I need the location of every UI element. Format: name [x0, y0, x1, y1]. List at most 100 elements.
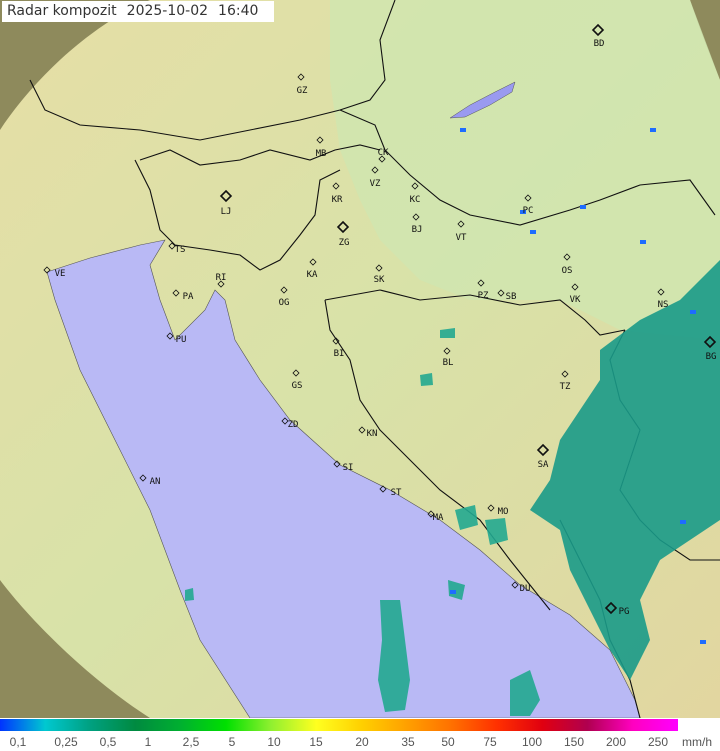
adriatic-sea — [46, 239, 641, 718]
city-bi[interactable]: BI — [332, 337, 344, 359]
city-label: SB — [506, 292, 517, 302]
city-label: VK — [570, 295, 581, 305]
scale-label: 250 — [647, 735, 669, 749]
precipitation-echo — [690, 310, 696, 314]
city-label: KR — [332, 195, 343, 205]
capital-marker-icon — [336, 220, 350, 234]
city-label: MA — [433, 513, 444, 523]
city-label: KN — [367, 429, 378, 439]
city-og[interactable]: OG — [279, 286, 290, 308]
city-ve[interactable]: VE — [43, 266, 65, 279]
city-label: KA — [307, 270, 318, 280]
city-ma[interactable]: MA — [427, 510, 444, 523]
city-marker-icon — [412, 213, 420, 221]
precipitation-echo — [448, 580, 465, 600]
city-marker-icon — [166, 332, 174, 340]
city-vk[interactable]: VK — [570, 283, 581, 305]
city-bg[interactable]: BG — [703, 335, 716, 362]
city-si[interactable]: SI — [333, 460, 354, 473]
city-label: AN — [150, 477, 161, 487]
city-mb[interactable]: MB — [316, 136, 327, 159]
city-marker-icon — [333, 460, 341, 468]
city-ka[interactable]: KA — [307, 258, 318, 280]
city-pc[interactable]: PC — [523, 194, 534, 216]
city-zd[interactable]: ZD — [281, 417, 299, 430]
city-marker-icon — [316, 136, 324, 144]
city-vz[interactable]: VZ — [370, 166, 381, 189]
city-sa[interactable]: SA — [536, 443, 550, 470]
city-marker-icon — [487, 504, 495, 512]
city-lj[interactable]: LJ — [219, 189, 233, 217]
capital-marker-icon — [591, 23, 605, 37]
city-label: SA — [538, 460, 549, 470]
city-pa[interactable]: PA — [172, 289, 194, 302]
city-mo[interactable]: MO — [487, 504, 509, 517]
city-sb[interactable]: SB — [497, 289, 517, 302]
precipitation-echo — [650, 128, 656, 132]
city-marker-icon — [443, 347, 451, 355]
city-bl[interactable]: BL — [443, 347, 454, 368]
city-bj[interactable]: BJ — [412, 213, 423, 235]
precipitation-echo — [455, 505, 478, 530]
city-marker-icon — [411, 182, 419, 190]
scale-label: 150 — [563, 735, 585, 749]
city-gs[interactable]: GS — [292, 369, 303, 391]
city-marker-icon — [297, 73, 305, 81]
capital-marker-icon — [219, 189, 233, 203]
city-label: ZD — [288, 420, 299, 430]
city-marker-icon — [168, 242, 176, 250]
city-label: SI — [343, 463, 354, 473]
scale-label: 200 — [605, 735, 627, 749]
city-marker-icon — [497, 289, 505, 297]
precipitation-echo — [420, 373, 433, 386]
city-os[interactable]: OS — [562, 253, 573, 276]
city-marker-icon — [371, 166, 379, 174]
city-pu[interactable]: PU — [166, 332, 186, 345]
city-zg[interactable]: ZG — [336, 220, 350, 248]
precipitation-echo — [450, 590, 456, 594]
city-pg[interactable]: PG — [604, 601, 629, 617]
city-ns[interactable]: NS — [657, 288, 669, 310]
precipitation-echo — [520, 210, 526, 214]
precipitation-echo — [485, 518, 508, 545]
city-vt[interactable]: VT — [456, 220, 467, 243]
city-marker-icon — [524, 194, 532, 202]
radar-map[interactable]: GZ BD MB CK VZ KR KC LJ ZG BJ VT PC TS VE RI KA SK OS PA OG… — [0, 0, 720, 718]
city-marker-icon — [292, 369, 300, 377]
city-kc[interactable]: KC — [410, 182, 421, 205]
city-label: GS — [292, 381, 303, 391]
city-label: LJ — [221, 207, 232, 217]
precipitation-echo — [378, 600, 410, 712]
city-marker-icon — [139, 474, 147, 482]
scale-label: 20 — [355, 735, 369, 749]
precipitation-echo — [640, 240, 646, 244]
city-label: VT — [456, 233, 467, 243]
city-ri[interactable]: RI — [216, 273, 227, 288]
city-an[interactable]: AN — [139, 474, 161, 487]
city-marker-icon — [172, 289, 180, 297]
city-ts[interactable]: TS — [168, 242, 186, 255]
city-marker-icon — [280, 286, 288, 294]
city-bd[interactable]: BD — [591, 23, 605, 49]
city-pz[interactable]: PZ — [477, 279, 489, 301]
city-label: OS — [562, 266, 573, 276]
city-label: TZ — [560, 382, 571, 392]
city-sk[interactable]: SK — [374, 264, 385, 285]
city-label: RI — [216, 273, 227, 283]
city-kr[interactable]: KR — [332, 182, 343, 205]
city-tz[interactable]: TZ — [560, 370, 571, 392]
city-label: MO — [498, 507, 509, 517]
lake-balaton — [449, 81, 516, 119]
title-time: 16:40 — [218, 3, 259, 19]
city-du[interactable]: DU — [511, 581, 530, 594]
city-label: NS — [658, 300, 669, 310]
city-gz[interactable]: GZ — [297, 73, 308, 96]
title-text: Radar kompozit — [7, 3, 117, 19]
city-label: TS — [175, 245, 186, 255]
scale-label: 75 — [483, 735, 497, 749]
city-st[interactable]: ST — [379, 485, 402, 498]
city-kn[interactable]: KN — [358, 426, 378, 439]
city-ck[interactable]: CK — [378, 148, 389, 163]
city-label: CK — [378, 148, 389, 158]
city-label: ZG — [339, 238, 350, 248]
